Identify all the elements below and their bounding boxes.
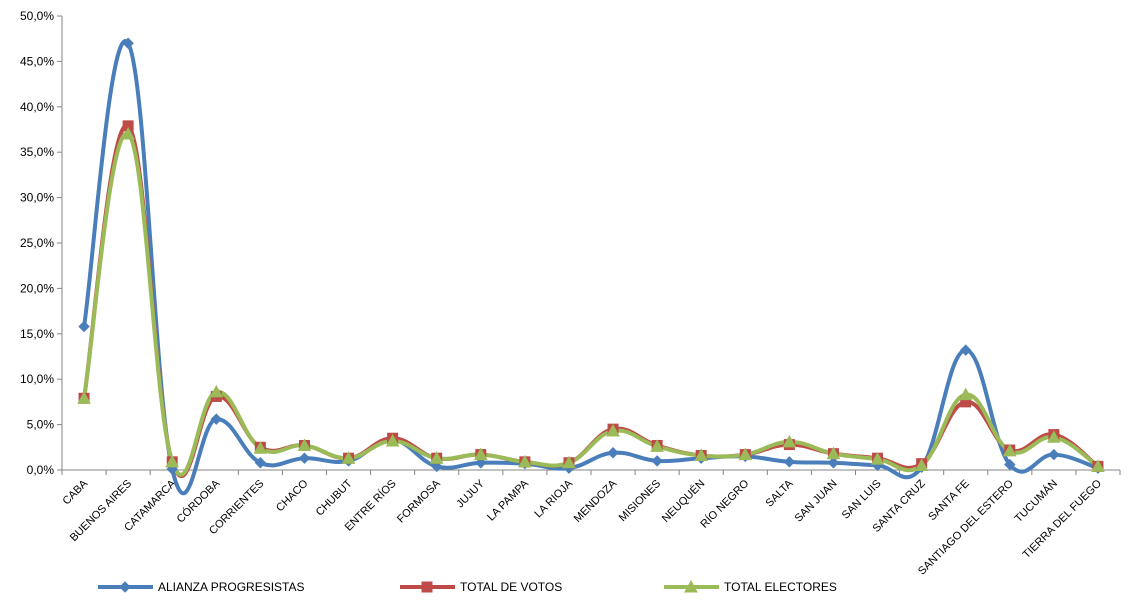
data-point-series-2 bbox=[165, 454, 180, 468]
data-point-series-0 bbox=[1048, 448, 1060, 461]
y-tick-label: 20,0% bbox=[20, 281, 54, 295]
data-point-series-2 bbox=[914, 458, 929, 471]
data-point-series-2 bbox=[1047, 430, 1061, 443]
data-point-series-2 bbox=[958, 387, 973, 401]
x-tick-label: SALTA bbox=[764, 477, 796, 509]
y-tick-label: 45,0% bbox=[20, 54, 54, 68]
y-tick-label: 25,0% bbox=[20, 236, 54, 250]
data-point-series-2 bbox=[738, 447, 753, 461]
data-point-series-0 bbox=[651, 455, 663, 467]
data-point-series-2 bbox=[429, 451, 444, 464]
data-point-series-0 bbox=[122, 37, 134, 49]
data-point-series-0 bbox=[960, 344, 972, 356]
data-point-series-2 bbox=[253, 441, 268, 454]
legend-marker-0 bbox=[119, 581, 131, 593]
legend: ALIANZA PROGRESISTAS TOTAL DE VOTOS TOTAL … bbox=[98, 579, 837, 594]
data-point-series-2 bbox=[297, 438, 312, 451]
y-tick-label: 5,0% bbox=[27, 418, 55, 432]
series-markers bbox=[77, 37, 1105, 475]
data-point-series-2 bbox=[518, 454, 532, 468]
y-tick-label: 0,0% bbox=[27, 463, 55, 477]
data-point-series-2 bbox=[694, 448, 709, 461]
x-tick-label: LA RIOJA bbox=[532, 477, 575, 520]
data-point-series-2 bbox=[650, 439, 664, 452]
data-point-series-2 bbox=[209, 384, 224, 398]
y-tick-label: 50,0% bbox=[20, 9, 54, 23]
x-tick-label: MENDOZA bbox=[572, 477, 620, 525]
data-point-series-2 bbox=[121, 126, 135, 140]
legend-label-1: TOTAL DE VOTOS bbox=[460, 580, 562, 594]
data-point-series-2 bbox=[826, 446, 841, 460]
y-tick-label: 30,0% bbox=[20, 191, 54, 205]
legend-label-2: TOTAL ELECTORES bbox=[724, 580, 837, 594]
data-point-series-0 bbox=[431, 460, 443, 473]
y-axis: 0,0% 5,0% 10,0% 15,0% 20,0% 25,0% 30,0% 35,0% 40… bbox=[20, 9, 63, 477]
x-tick-label: NEUQUÉN bbox=[659, 477, 707, 525]
data-point-series-0 bbox=[475, 457, 487, 469]
y-tick-label: 15,0% bbox=[20, 327, 54, 341]
x-tick-label: SANTIAGO DEL ESTERO bbox=[916, 477, 1016, 577]
data-point-series-0 bbox=[298, 452, 311, 464]
legend-label-0: ALIANZA PROGRESISTAS bbox=[158, 580, 304, 594]
x-tick-label: SANTA FE bbox=[926, 478, 972, 524]
x-tick-label: FORMOSA bbox=[395, 477, 443, 525]
data-point-series-2 bbox=[782, 434, 797, 448]
x-tick-label: CABA bbox=[60, 477, 90, 507]
x-tick-label: TUCUMÁN bbox=[1012, 477, 1060, 525]
y-tick-label: 35,0% bbox=[20, 145, 54, 159]
data-point-series-0 bbox=[1004, 458, 1016, 471]
x-tick-label: CHUBUT bbox=[314, 477, 355, 518]
data-point-series-2 bbox=[870, 452, 885, 465]
x-tick-label: MISIONES bbox=[617, 478, 664, 525]
data-point-series-0 bbox=[78, 320, 90, 333]
series-line-2 bbox=[82, 132, 1100, 477]
legend-marker-2 bbox=[684, 579, 698, 593]
y-tick-label: 10,0% bbox=[20, 372, 54, 386]
data-point-series-0 bbox=[210, 413, 222, 425]
data-point-series-2 bbox=[1091, 459, 1105, 472]
data-point-series-0 bbox=[783, 456, 796, 468]
x-tick-label: JUJUY bbox=[454, 477, 487, 510]
data-point-series-2 bbox=[385, 433, 400, 447]
data-point-series-2 bbox=[1002, 443, 1017, 457]
data-point-series-0 bbox=[607, 447, 619, 459]
data-point-series-0 bbox=[827, 457, 840, 469]
data-point-series-2 bbox=[77, 391, 91, 404]
x-tick-label: TIERRA DEL FUEGO bbox=[1021, 477, 1105, 561]
data-point-series-2 bbox=[473, 447, 488, 461]
x-tick-label: SAN LUIS bbox=[840, 478, 884, 522]
x-tick-label: CÓRDOBA bbox=[174, 476, 223, 525]
data-point-series-2 bbox=[341, 451, 356, 464]
x-tick-label: LA PAMPA bbox=[485, 477, 531, 523]
x-tick-label: SAN JUAN bbox=[793, 478, 840, 525]
x-tick-label: CHACO bbox=[274, 477, 311, 514]
data-point-series-0 bbox=[254, 457, 267, 469]
legend-marker-1 bbox=[421, 581, 433, 593]
y-tick-label: 40,0% bbox=[20, 100, 54, 114]
data-point-series-2 bbox=[562, 455, 576, 469]
data-point-series-2 bbox=[606, 423, 620, 437]
series-lines bbox=[82, 39, 1100, 495]
